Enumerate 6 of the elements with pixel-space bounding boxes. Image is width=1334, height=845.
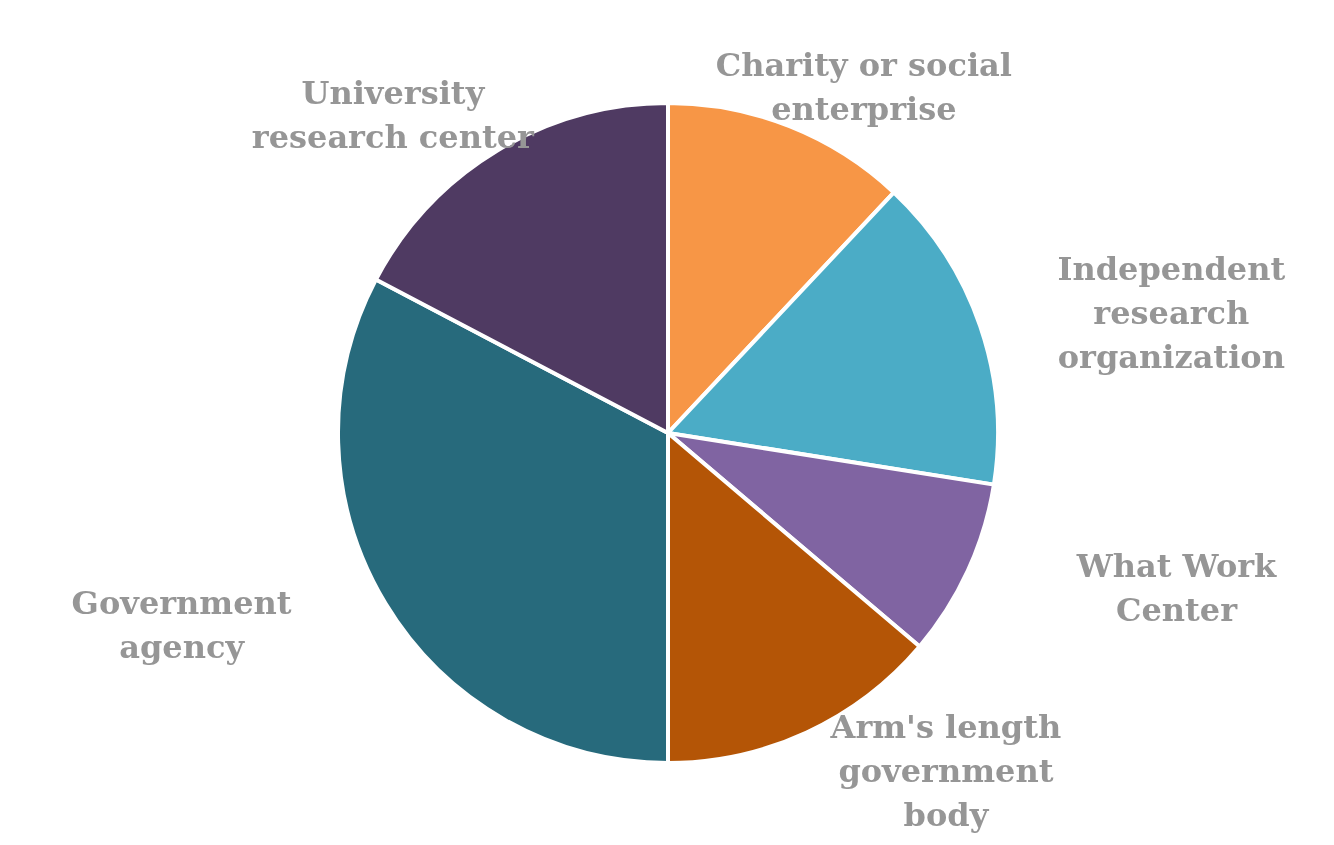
slice-label: University research center	[250, 72, 536, 158]
slice-label: Government agency	[70, 583, 293, 669]
slice-label: Independent research organization	[1056, 248, 1287, 378]
slice-label: Arm's length government body	[829, 706, 1063, 836]
slice-label: What Work Center	[1075, 546, 1278, 632]
slice-label: Charity or social enterprise	[714, 45, 1013, 131]
